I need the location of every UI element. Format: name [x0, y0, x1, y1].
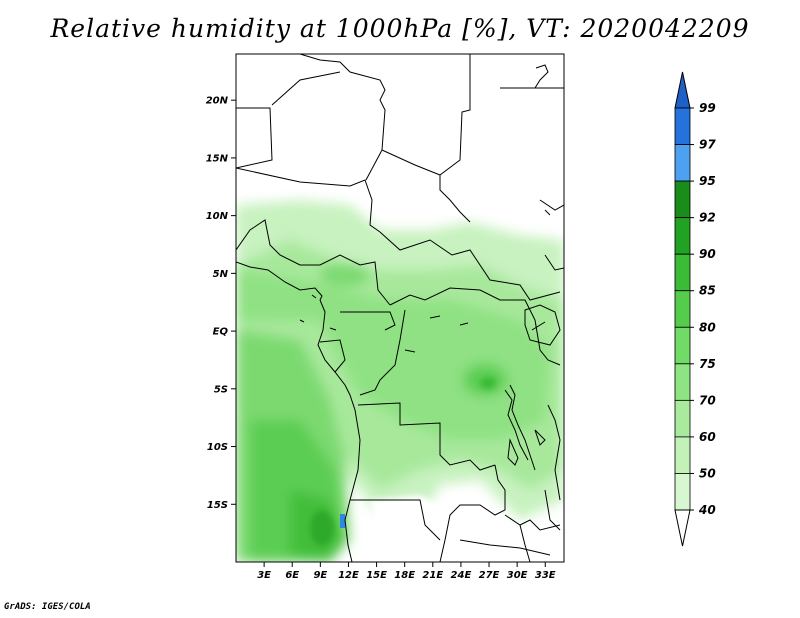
colorbar-band	[674, 180, 691, 219]
credit-footer: GrADS: IGES/COLA	[4, 602, 91, 612]
colorbar-label: 90	[699, 247, 716, 261]
colorbar-label: 60	[699, 430, 716, 444]
lon-tick-label: 21E	[422, 570, 443, 581]
lon-tick-label: 27E	[479, 570, 500, 581]
lon-tick-label: 3E	[257, 570, 271, 581]
lat-tick-label: 10S	[207, 442, 228, 453]
lon-tick-label: 9E	[313, 570, 327, 581]
colorbar-label: 50	[699, 466, 716, 480]
lat-tick-label: 5S	[214, 384, 228, 395]
colorbar-label: 85	[699, 284, 716, 298]
colorbar-legend: 40 50 60 70 75 80 85 90 92 95 97 99	[674, 71, 716, 547]
colorbar-band	[674, 144, 691, 182]
lat-tick-label: 5N	[213, 269, 229, 280]
colorbar-band	[674, 473, 691, 511]
latitude-axis: 20N 15N 10N 5N EQ 5S 10S 15S	[206, 96, 236, 511]
lon-tick-label: 24E	[451, 570, 472, 581]
colorbar-label: 75	[699, 357, 716, 371]
humidity-field	[236, 54, 564, 562]
colorbar-band	[674, 253, 691, 292]
lon-tick-label: 15E	[366, 570, 387, 581]
colorbar-top-arrow	[674, 71, 691, 109]
colorbar-band	[674, 290, 691, 328]
colorbar-band	[674, 436, 691, 474]
lat-tick-label: EQ	[213, 327, 229, 338]
colorbar-label: 70	[699, 393, 716, 407]
map-title: Relative humidity at 1000hPa [%], VT: 20…	[50, 14, 750, 43]
lon-tick-label: 33E	[535, 570, 556, 581]
plot-frame	[235, 53, 565, 563]
colorbar-bottom-arrow	[674, 509, 691, 547]
colorbar-band	[674, 217, 691, 255]
lat-tick-label: 10N	[206, 211, 229, 222]
colorbar-label: 40	[698, 503, 716, 517]
lat-tick-label: 15S	[207, 500, 228, 511]
colorbar-label: 97	[699, 138, 716, 152]
lat-tick-label: 15N	[206, 153, 229, 164]
country-boundaries	[236, 54, 564, 562]
lon-tick-label: 6E	[285, 570, 299, 581]
colorbar-band	[674, 107, 691, 145]
colorbar-label: 95	[699, 174, 716, 188]
colorbar-label: 80	[699, 320, 716, 334]
colorbar-band	[674, 363, 691, 401]
colorbar-label: 99	[699, 101, 716, 115]
colorbar-band	[674, 326, 691, 365]
lon-tick-label: 18E	[394, 570, 415, 581]
lat-tick-label: 20N	[206, 96, 229, 107]
longitude-axis: 3E 6E 9E 12E 15E 18E 21E 24E 27E 30E 33E	[257, 562, 556, 581]
lon-tick-label: 30E	[507, 570, 528, 581]
colorbar-label: 92	[699, 211, 716, 225]
colorbar-band	[674, 399, 691, 438]
lon-tick-label: 12E	[338, 570, 359, 581]
